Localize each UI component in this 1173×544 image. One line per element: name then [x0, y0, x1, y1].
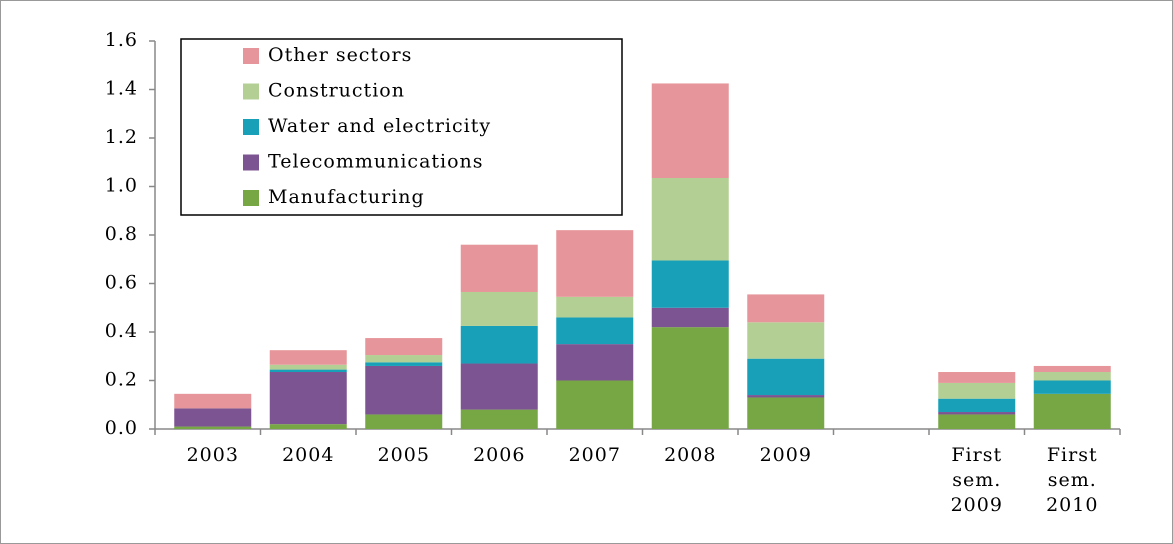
bar-segment — [1033, 365, 1111, 373]
x-tick-label: First sem. 2009 — [951, 444, 1003, 516]
y-tick-label: 1.2 — [105, 126, 138, 148]
bar-segment — [1033, 372, 1111, 381]
bar-segment — [460, 363, 538, 410]
bar-segment — [938, 372, 1016, 383]
bar-segment — [556, 230, 634, 297]
bar-segment — [460, 409, 538, 429]
bar-segment — [460, 244, 538, 292]
y-tick-label: 1.6 — [105, 29, 138, 51]
x-tick-label: 2004 — [282, 444, 334, 466]
x-tick-label: 2007 — [569, 444, 621, 466]
legend-label: Construction — [268, 80, 405, 102]
bar-segment — [1033, 393, 1111, 429]
bar-segment — [651, 83, 729, 179]
bar-segment — [269, 372, 347, 425]
bar-segment — [365, 365, 443, 415]
y-tick-label: 1.0 — [105, 175, 138, 197]
bar-segment — [269, 364, 347, 370]
bar-segment — [938, 398, 1016, 413]
bar-segment — [556, 344, 634, 381]
y-tick-label: 0.6 — [105, 272, 138, 294]
bar-segment — [460, 291, 538, 326]
bar-segment — [1033, 380, 1111, 394]
bar-segment — [747, 358, 825, 396]
bar-segment — [365, 355, 443, 363]
x-tick-label: 2008 — [664, 444, 716, 466]
bar-segment — [174, 393, 252, 409]
legend-label: Manufacturing — [268, 186, 425, 208]
legend-swatch — [243, 83, 259, 100]
bar-segment — [269, 424, 347, 429]
x-tick-label: 2009 — [760, 444, 812, 466]
x-tick-label: 2003 — [187, 444, 239, 466]
y-tick-label: 1.4 — [105, 78, 138, 100]
bar-segment — [460, 325, 538, 364]
bar-segment — [556, 296, 634, 318]
legend-swatch — [243, 119, 259, 135]
bar-segment — [747, 322, 825, 359]
bar-segment — [365, 338, 443, 356]
x-tick-label: 2005 — [378, 444, 430, 466]
bar-segment — [365, 414, 443, 429]
bar-segment — [174, 426, 252, 429]
y-tick-label: 0.8 — [105, 223, 138, 245]
y-tick-label: 0.2 — [105, 369, 138, 391]
legend-swatch — [243, 48, 259, 64]
bar-segment — [938, 412, 1016, 415]
legend-label: Telecommunications — [268, 151, 484, 173]
legend-label: Water and electricity — [268, 115, 491, 137]
bar-segment — [556, 317, 634, 345]
bar-segment — [365, 362, 443, 366]
bar-segment — [651, 260, 729, 308]
x-tick-label: 2006 — [473, 444, 525, 466]
legend-label: Other sectors — [268, 44, 412, 66]
bar-segment — [556, 380, 634, 429]
bar-segment — [938, 414, 1016, 429]
bar-segment — [747, 397, 825, 429]
bar-segment — [747, 395, 825, 398]
bar-segment — [747, 294, 825, 323]
bar-segment — [651, 178, 729, 261]
bar-segment — [651, 327, 729, 429]
legend-swatch — [243, 154, 259, 171]
y-tick-label: 0.0 — [105, 417, 138, 439]
y-tick-label: 0.4 — [105, 320, 138, 342]
legend-swatch — [243, 190, 259, 206]
bar-segment — [938, 382, 1016, 399]
bar-segment — [269, 369, 347, 373]
bar-segment — [269, 350, 347, 365]
bar-segment — [651, 307, 729, 328]
bar-segment — [174, 408, 252, 427]
x-tick-label: First sem. 2010 — [1046, 444, 1098, 516]
